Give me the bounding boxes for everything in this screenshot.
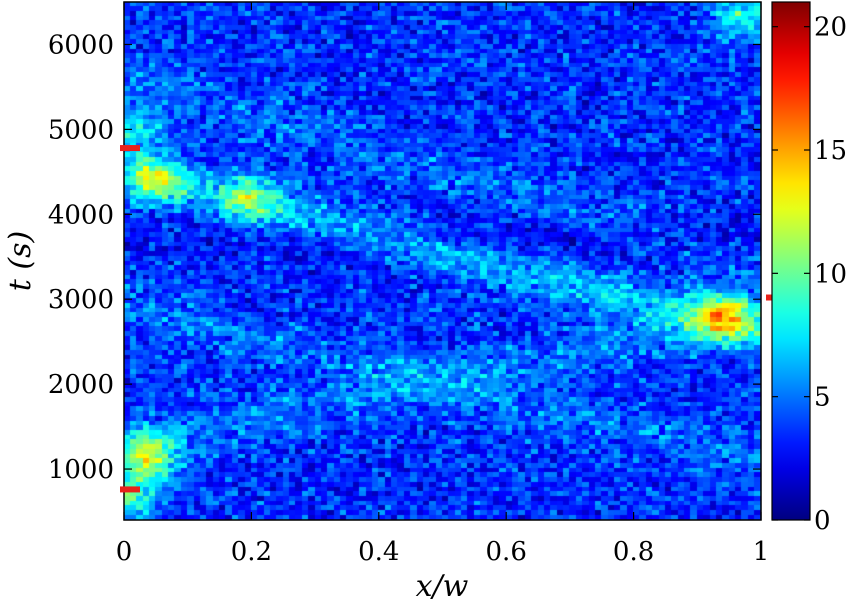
red-marker-left (120, 145, 140, 152)
y-axis-label: t (s) (3, 231, 38, 291)
y-tick-label: 5000 (48, 115, 114, 145)
x-axis-ticks: 0 0.2 0.4 0.6 0.8 1 (116, 2, 770, 567)
y-tick-label: 2000 (48, 370, 114, 400)
colorbar-tick-label: 15 (814, 136, 847, 166)
y-tick-label: 1000 (48, 455, 114, 485)
plot-frame (123, 1, 762, 521)
red-marker-left (120, 486, 140, 493)
colorbar-gradient (771, 1, 811, 521)
plot-area (123, 1, 762, 521)
x-axis-label: x/w (416, 569, 469, 602)
x-tick-label: 0.4 (358, 537, 399, 567)
colorbar-tick-label: 5 (814, 383, 831, 413)
x-tick-label: 0.2 (231, 537, 272, 567)
y-tick-label: 4000 (48, 200, 114, 230)
colorbar-tick-label: 20 (814, 13, 847, 43)
x-tick-label: 0.8 (613, 537, 654, 567)
y-axis-ticks: 1000 2000 3000 4000 5000 6000 (48, 30, 761, 485)
colorbar-tick-label: 10 (814, 259, 847, 289)
x-tick-label: 0 (116, 537, 133, 567)
x-tick-label: 0.6 (486, 537, 527, 567)
heatmap-cells (124, 2, 761, 520)
colorbar-tick-label: 0 (814, 506, 831, 536)
y-tick-label: 6000 (48, 30, 114, 60)
colorbar-ticks: 0 5 10 15 20 (772, 13, 847, 536)
colorbar: 0 5 10 15 20 (771, 1, 847, 536)
x-tick-label: 1 (753, 537, 770, 567)
y-tick-label: 3000 (48, 285, 114, 315)
